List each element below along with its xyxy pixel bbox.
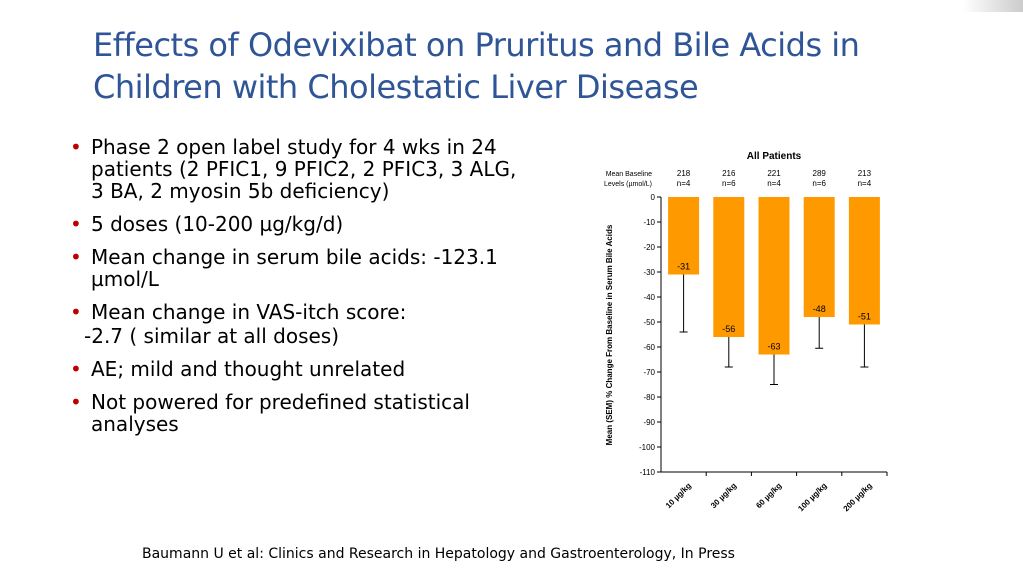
x-tick-label: 30 µg/kg [709,481,738,510]
bullet-text: AE; mild and thought unrelated [91,357,406,381]
x-tick-label: 200 µg/kg [842,481,874,513]
y-tick-label: -100 [639,443,656,452]
n-value: n=6 [812,179,826,188]
baseline-value: 289 [813,169,827,178]
y-tick-label: -30 [643,268,655,277]
bullet-icon: • [70,300,82,324]
data-label: -48 [813,304,826,314]
y-tick-label: -80 [643,393,655,402]
bullet-list: • Phase 2 open label study for 4 wks in 2… [70,136,530,446]
x-tick-label: 100 µg/kg [796,481,828,513]
slide-title: Effects of Odevixibat on Pruritus and Bi… [93,26,860,106]
chart-title: All Patients [747,151,802,162]
y-axis-label: Mean (SEM) % Change From Baseline in Ser… [605,224,614,445]
baseline-label: Levels (µmol/L) [604,181,652,188]
y-tick-label: -70 [643,368,655,377]
bullet-icon: • [70,245,82,269]
bullet-icon: • [70,390,82,414]
bar [668,197,700,275]
y-tick-label: -40 [643,293,655,302]
bullet-icon: • [70,212,82,236]
baseline-value: 218 [677,169,691,178]
bullet-text: Mean change in serum bile acids: -123.1 … [91,245,498,291]
citation: Baumann U et al: Clinics and Research in… [142,546,735,562]
bar [803,197,835,317]
y-tick-label: -60 [643,343,655,352]
x-tick-label: 60 µg/kg [754,481,783,510]
data-label: -31 [677,262,690,272]
bar [848,197,880,325]
bullet-item: • AE; mild and thought unrelated [70,358,530,380]
y-tick-label: -110 [640,468,656,477]
bullet-item: • Mean change in serum bile acids: -123.1… [70,246,530,290]
corner-shadow [963,0,1023,12]
baseline-value: 216 [722,169,736,178]
data-label: -51 [858,312,871,322]
data-label: -63 [767,342,780,352]
n-value: n=6 [722,179,736,188]
y-tick-label: 0 [651,193,656,202]
bullet-text: Not powered for predefined statistical a… [91,390,470,436]
bullet-text: Mean change in VAS-itch score: [91,300,407,324]
n-value: n=4 [677,179,691,188]
bullet-item: • Phase 2 open label study for 4 wks in 2… [70,136,530,202]
n-value: n=4 [858,179,872,188]
y-tick-label: -10 [643,218,655,227]
bullet-text: 5 doses (10-200 µg/kg/d) [91,212,344,236]
bullet-icon: • [70,135,82,159]
data-label: -56 [722,324,735,334]
bullet-text: -2.7 ( similar at all doses) [84,324,340,348]
baseline-value: 213 [858,169,872,178]
bar [758,197,790,355]
bullet-icon: • [70,357,82,381]
bullet-item: -2.7 ( similar at all doses) [70,325,530,347]
n-value: n=4 [767,179,781,188]
bullet-item: • Mean change in VAS-itch score: [70,301,530,323]
bullet-item: • 5 doses (10-200 µg/kg/d) [70,213,530,235]
y-tick-label: -50 [643,318,655,327]
baseline-value: 221 [767,169,781,178]
bullet-text: Phase 2 open label study for 4 wks in 24… [91,135,517,203]
bar [713,197,745,337]
y-tick-label: -90 [643,418,655,427]
baseline-label: Mean Baseline [606,171,652,178]
y-tick-label: -20 [643,243,655,252]
x-tick-label: 10 µg/kg [664,481,693,510]
bullet-item: • Not powered for predefined statistical … [70,391,530,435]
